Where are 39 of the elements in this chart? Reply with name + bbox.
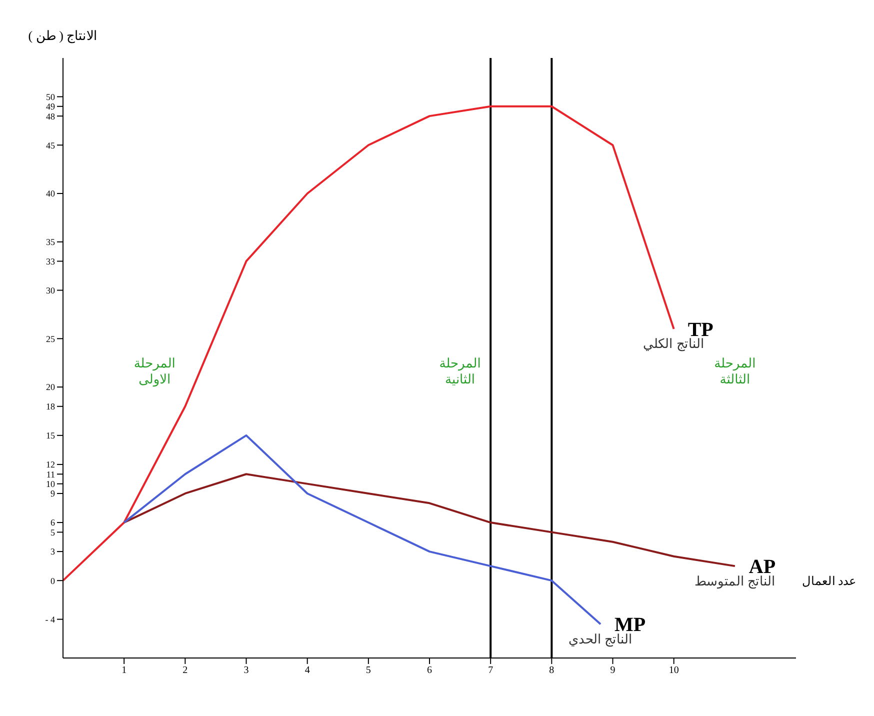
annotation: المرحلة الثالثة: [714, 356, 756, 388]
y-tick-label: 0: [50, 576, 56, 586]
y-tick-label: - 4: [45, 614, 56, 624]
x-tick-label: 5: [366, 665, 371, 676]
y-tick-label: 33: [46, 256, 56, 266]
annotation: المرحلة الاولى: [134, 356, 176, 388]
line-series: [123, 473, 736, 568]
y-tick-label: 12: [46, 460, 55, 470]
y-tick-label: 20: [46, 382, 56, 392]
x-tick-label: 7: [488, 665, 494, 676]
annotation: المرحلة الثانية: [439, 356, 481, 388]
x-tick-label: 6: [427, 665, 432, 676]
y-tick-label: 10: [46, 479, 56, 489]
x-tick-label: 8: [549, 665, 554, 676]
y-tick-label: 5: [50, 527, 56, 538]
y-tick-label: 3: [50, 546, 56, 557]
y-tick-label: 6: [50, 518, 56, 528]
y-tick-label: 11: [46, 469, 55, 480]
y-tick-label: 49: [46, 102, 56, 112]
x-tick-label: 2: [182, 665, 188, 676]
y-tick-label: 15: [46, 430, 56, 441]
y-tick-label: 45: [46, 140, 56, 150]
y-tick-label: 48: [46, 111, 56, 122]
x-axis-title: عدد العمال: [802, 574, 856, 588]
x-tick-label: 10: [668, 665, 679, 676]
x-tick-label: 1: [122, 665, 127, 676]
y-axis-title: الانتاج ( طن ): [28, 28, 98, 44]
y-tick-label: 40: [46, 188, 56, 199]
y-tick-label: 35: [46, 237, 56, 248]
y-tick-label: 30: [46, 285, 56, 296]
line-series: [123, 434, 602, 626]
x-tick-label: 3: [244, 665, 249, 676]
x-tick-label: 9: [610, 665, 616, 676]
y-tick-label: 9: [50, 488, 56, 499]
y-tick-label: 25: [46, 334, 56, 344]
x-tick-label: 4: [304, 665, 310, 676]
y-tick-label: 18: [46, 402, 56, 412]
line-series: [63, 105, 675, 582]
y-tick-label: 50: [46, 92, 56, 102]
